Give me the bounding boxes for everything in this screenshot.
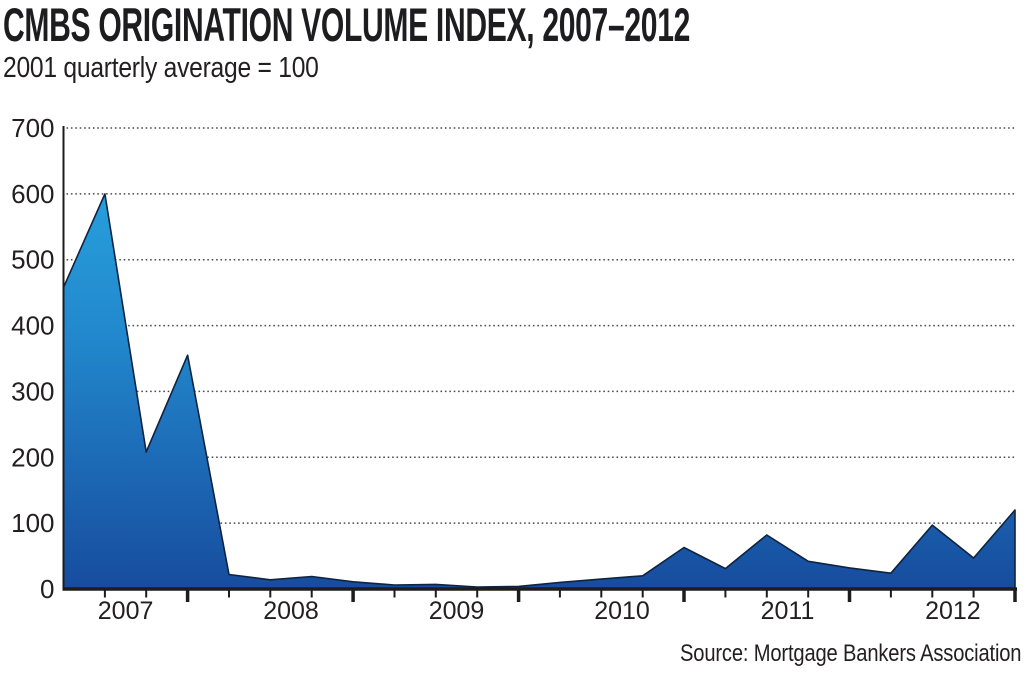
x-axis-year-label: 2012 [925,597,981,625]
y-axis-label: 600 [11,179,54,209]
x-axis-year-label: 2009 [429,597,485,625]
y-axis-label: 700 [11,113,54,143]
y-axis-label: 100 [11,508,54,538]
plot-area: 0 100 200 300 400 500 600 700 2007 2008 2009 2010 20… [11,113,1017,625]
chart-subtitle: 2001 quarterly average = 100 [3,52,319,84]
x-axis-year-label: 2007 [98,597,154,625]
x-axis-year-label: 2008 [263,597,319,625]
y-axis-label: 300 [11,376,54,406]
y-axis-label: 200 [11,442,54,472]
y-axis-label: 500 [11,245,54,275]
y-axis-label: 0 [40,574,54,604]
source-credit: Source: Mortgage Bankers Association [679,640,1022,667]
chart-title: CMBS ORIGINATION VOLUME INDEX, 2007–2012 [3,0,691,51]
x-axis-year-label: 2010 [594,597,650,625]
y-axis-label: 400 [11,311,54,341]
area-series [62,193,1016,590]
x-axis-year-label: 2011 [761,597,815,625]
